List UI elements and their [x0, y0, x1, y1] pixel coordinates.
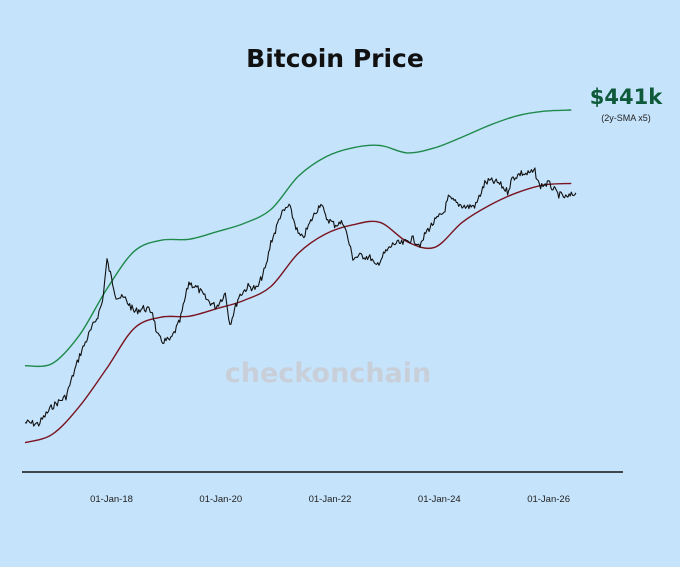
x-tick-labels: 01-Jan-18 01-Jan-20 01-Jan-22 01-Jan-24 01-J…: [90, 494, 570, 505]
x-tick-label: 01-Jan-26: [527, 494, 570, 505]
x-tick-label: 01-Jan-24: [418, 494, 461, 505]
sma-x5-series-line: [24, 109, 572, 368]
series-layer: [24, 109, 577, 444]
x-tick-label: 01-Jan-18: [90, 494, 133, 505]
price-series-line: [24, 167, 577, 427]
watermark-text: checkonchain: [225, 358, 431, 389]
sma-series-line: [24, 182, 572, 444]
sma-x5-note-label: (2y-SMA x5): [601, 113, 651, 123]
chart-title: Bitcoin Price: [246, 44, 424, 73]
x-tick-label: 01-Jan-20: [199, 494, 242, 505]
x-tick-label: 01-Jan-22: [309, 494, 352, 505]
sma-x5-value-label: $441k: [590, 85, 663, 109]
